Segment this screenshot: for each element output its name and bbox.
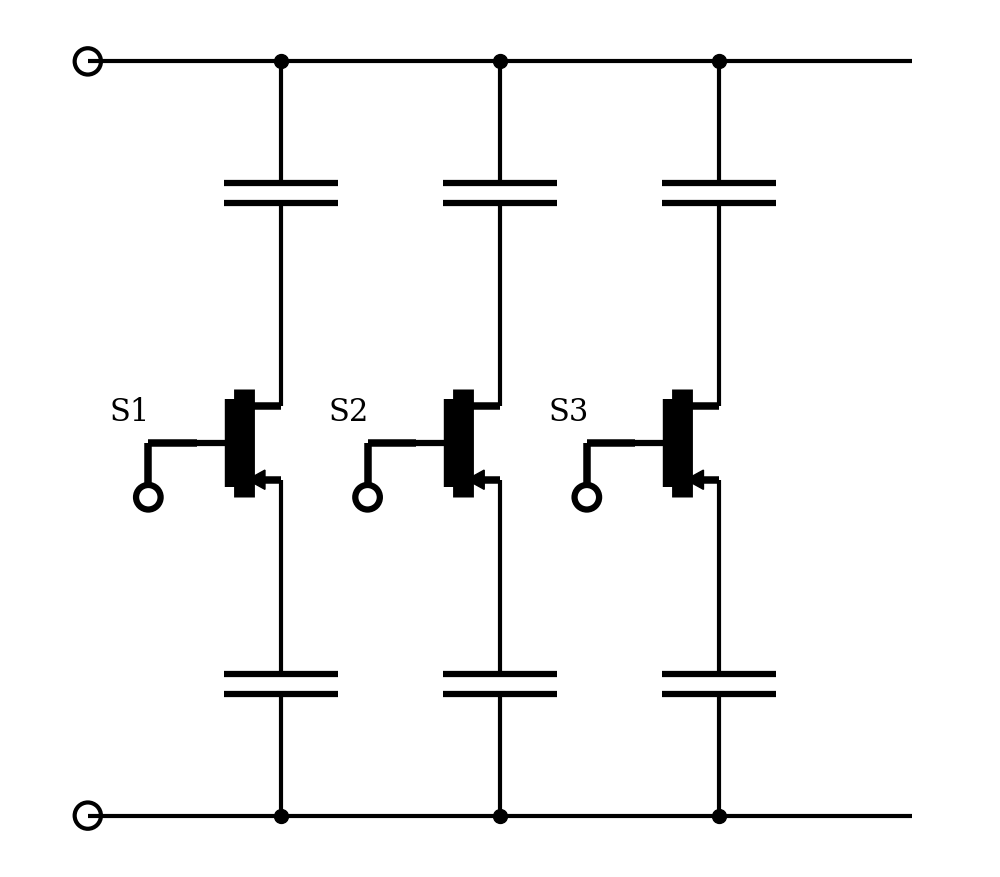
Text: S2: S2 [329,396,369,428]
Polygon shape [686,470,703,489]
Polygon shape [467,470,484,489]
Text: S3: S3 [548,396,589,428]
Polygon shape [247,470,265,489]
Text: S1: S1 [110,396,150,428]
